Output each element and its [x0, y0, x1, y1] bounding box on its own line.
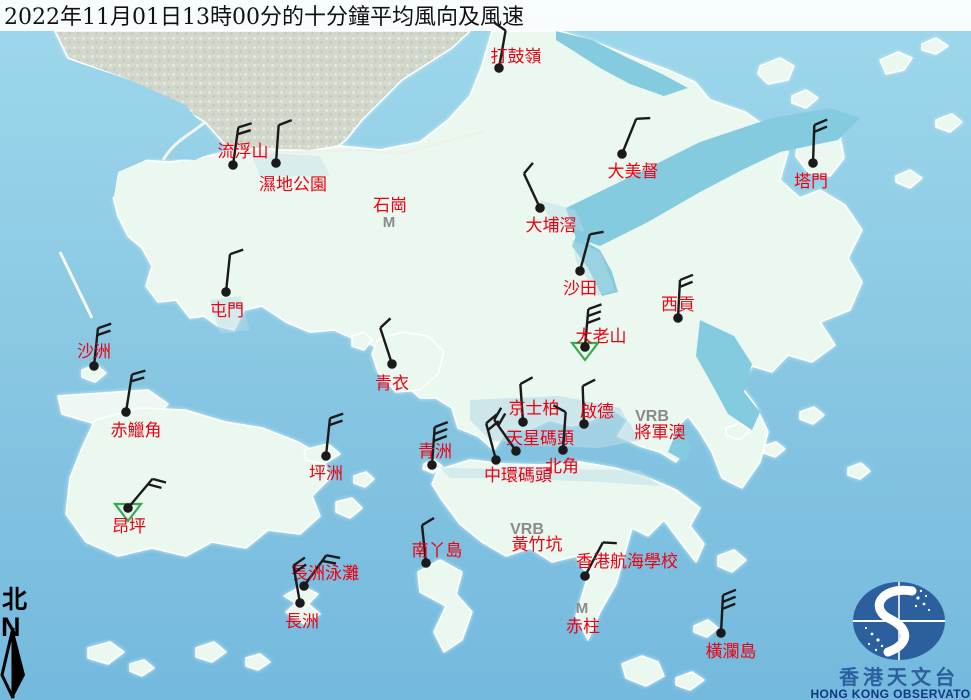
station-label: 北角	[545, 457, 579, 477]
station-dot	[617, 149, 627, 159]
station-label: 沙洲	[77, 342, 111, 362]
station-label: 西貢	[661, 295, 695, 315]
station-label: 南丫島	[412, 541, 463, 561]
title-bar: 2022年11月01日13時00分的十分鐘平均風向及風速	[0, 0, 971, 31]
wind-barb-feather	[603, 542, 617, 543]
station-label: 京士柏	[509, 399, 560, 419]
station-label: 屯門	[210, 301, 244, 321]
station-label: 石崗	[373, 196, 407, 216]
station-dot	[808, 158, 818, 168]
station-dot	[558, 445, 568, 455]
station-dot	[535, 203, 545, 213]
station-dot	[295, 598, 305, 608]
station-dot	[716, 628, 726, 638]
station-label: 青衣	[375, 374, 409, 394]
hko-logo-chinese: 香港天文台	[839, 665, 959, 689]
station-label: 昂坪	[112, 517, 146, 537]
station-label: 橫瀾島	[706, 642, 757, 662]
station-dot	[580, 571, 590, 581]
station-dot	[387, 359, 397, 369]
station-label: 啟德	[580, 402, 614, 422]
station-label: 沙田	[563, 279, 597, 299]
hko-logo-english: HONG KONG OBSERVATORY	[810, 687, 971, 700]
wind-barb-feather	[636, 118, 650, 119]
station-label: 大老山	[576, 327, 627, 347]
station-label: 濕地公園	[259, 175, 327, 195]
station-label: 大美督	[608, 162, 659, 182]
station-label: 塔門	[794, 172, 828, 192]
missing-data-marker: M	[383, 214, 396, 231]
station-label: 大埔滘	[526, 216, 577, 236]
station-dot	[121, 407, 131, 417]
station-label: 黃竹坑	[512, 535, 563, 555]
station-label: 中環碼頭	[484, 466, 552, 486]
station-dot	[123, 503, 133, 513]
north-hanzi-label: 北	[2, 585, 27, 614]
station-label: 赤柱	[566, 617, 600, 637]
station-dot	[575, 266, 585, 276]
station-dot	[321, 451, 331, 461]
station-label: 坪洲	[309, 464, 343, 484]
station-label: 打鼓嶺	[491, 47, 542, 67]
station-label: 流浮山	[218, 142, 269, 162]
station-dot	[221, 287, 231, 297]
wind-map-page: 2022年11月01日13時00分的十分鐘平均風向及風速 打鼓嶺流浮山濕地公園大…	[0, 0, 971, 700]
map-title: 2022年11月01日13時00分的十分鐘平均風向及風速	[4, 5, 524, 30]
hk-wind-map: 2022年11月01日13時00分的十分鐘平均風向及風速 打鼓嶺流浮山濕地公園大…	[0, 0, 971, 700]
missing-data-marker: M	[576, 600, 589, 617]
station-label: 青洲	[418, 442, 452, 462]
station-dot	[491, 455, 501, 465]
station-label: 長洲	[285, 612, 319, 632]
station-label: 赤鱲角	[111, 421, 162, 441]
station-dot	[271, 158, 281, 168]
station-dot	[89, 361, 99, 371]
station-label: 將軍澳	[635, 423, 686, 443]
station-label: 香港航海學校	[576, 552, 678, 572]
